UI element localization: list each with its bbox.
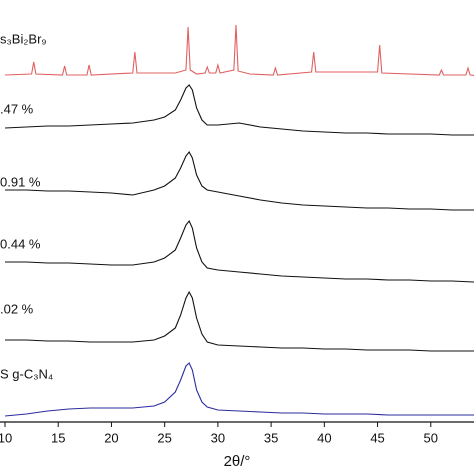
x-tick-label: 40 — [317, 430, 331, 445]
series-label: .47 % — [0, 101, 34, 116]
x-tick-label: 15 — [51, 430, 65, 445]
series-label: .02 % — [0, 301, 34, 316]
series-label: 0.91 % — [0, 174, 41, 189]
series-label: 0.44 % — [0, 236, 41, 251]
series-line — [5, 290, 474, 352]
x-axis-label: 2θ/° — [224, 453, 251, 470]
series-line — [4, 84, 474, 136]
x-tick-label: 35 — [264, 430, 278, 445]
series-line — [4, 362, 474, 417]
series-label: s₃Bi₂Br₉ — [0, 31, 47, 46]
series-line — [5, 219, 474, 283]
x-tick-label: 10 — [0, 430, 12, 445]
series-label: S g-C₃N₄ — [0, 366, 53, 381]
series-line — [4, 24, 474, 76]
x-tick-label: 45 — [370, 430, 384, 445]
series-line — [5, 151, 474, 211]
x-tick-label: 25 — [157, 430, 171, 445]
x-tick-label: 50 — [424, 430, 438, 445]
x-tick-label: 30 — [211, 430, 225, 445]
x-tick-label: 20 — [104, 430, 118, 445]
